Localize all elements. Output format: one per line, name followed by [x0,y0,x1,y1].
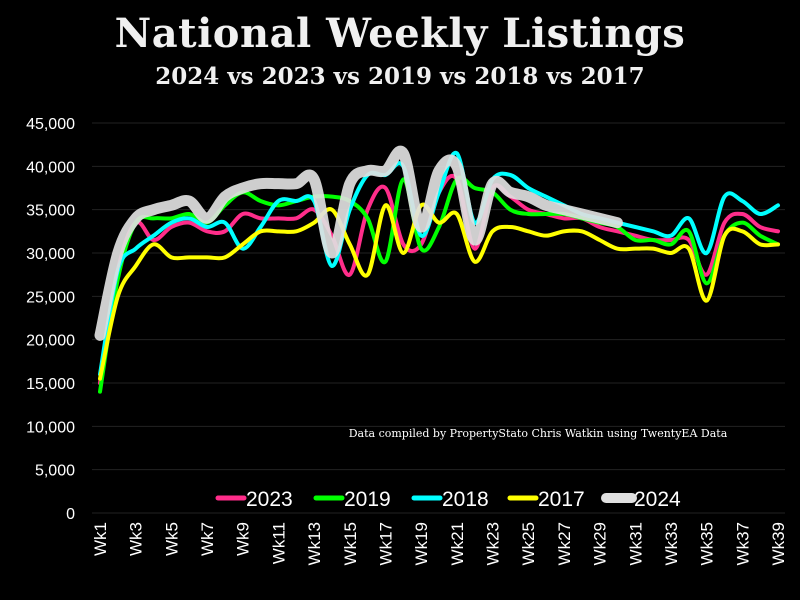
legend-label-2018: 2018 [442,488,489,511]
x-tick-label: Wk19 [412,522,431,565]
x-tick-label: Wk37 [733,522,752,565]
y-tick-label: 45,000 [26,116,75,133]
chart-title: National Weekly Listings [114,10,686,57]
y-tick-label: 30,000 [26,246,75,263]
x-tick-label: Wk31 [626,522,645,565]
x-tick-label: Wk1 [91,522,110,556]
x-tick-label: Wk35 [698,522,717,565]
legend: 2023 2019 2018 2017 2024 [215,488,681,511]
x-tick-label: Wk27 [555,522,574,565]
series-line-2017 [98,202,780,381]
x-tick-label: Wk11 [269,522,288,564]
x-tick-label: Wk39 [769,522,788,565]
x-tick-label: Wk21 [448,522,467,565]
y-axis: 0 5,000 10,000 15,000 20,000 25,000 30,000 35,0… [26,116,75,523]
y-tick-label: 0 [66,506,75,523]
legend-label-2024: 2024 [634,488,681,511]
x-tick-label: Wk7 [198,522,217,556]
y-tick-label: 40,000 [26,159,75,176]
x-tick-label: Wk23 [484,522,503,565]
x-tick-label: Wk15 [341,522,360,565]
source-annotation: Data compiled by PropertyStato Chris Wat… [349,427,728,440]
x-axis: Wk1 Wk3 Wk5 Wk7 Wk9 Wk11 Wk13 Wk15 Wk17 Wk19 Wk21 W… [91,522,788,565]
x-tick-label: Wk17 [376,522,395,565]
x-tick-label: Wk33 [662,522,681,565]
y-tick-label: 10,000 [26,419,75,436]
x-tick-label: Wk25 [519,522,538,565]
x-tick-label: Wk13 [305,522,324,565]
legend-label-2023: 2023 [246,488,293,511]
x-tick-label: Wk29 [591,522,610,565]
x-tick-label: Wk9 [234,522,253,556]
y-tick-label: 5,000 [35,463,75,480]
series-line-2024 [94,145,623,341]
series-lines [94,145,780,394]
y-tick-label: 25,000 [26,289,75,306]
chart-subtitle: 2024 vs 2023 vs 2019 vs 2018 vs 2017 [155,63,645,90]
y-tick-label: 15,000 [26,376,75,393]
legend-label-2019: 2019 [344,488,391,511]
y-tick-label: 35,000 [26,203,75,220]
x-tick-label: Wk5 [162,522,181,556]
x-tick-label: Wk3 [127,522,146,556]
legend-label-2017: 2017 [538,488,585,511]
y-tick-label: 20,000 [26,333,75,350]
